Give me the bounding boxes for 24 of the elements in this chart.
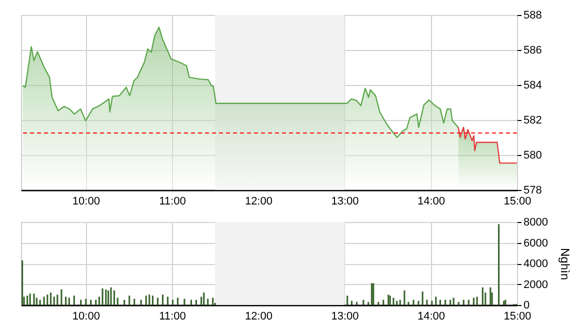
x-tick-label: 12:00 xyxy=(244,310,272,320)
y-tick-label: 580 xyxy=(524,150,542,162)
x-tick-label: 10:00 xyxy=(72,310,100,320)
y-tick-label: 578 xyxy=(524,184,542,196)
y-tick-label: 2000 xyxy=(524,278,548,291)
y-tick-label: 586 xyxy=(524,44,542,56)
x-tick-label: 11:00 xyxy=(159,196,186,208)
y-tick-label: 582 xyxy=(524,114,542,126)
y-tick-label: 8000 xyxy=(524,216,548,228)
y-tick-label: 4000 xyxy=(524,258,548,270)
x-tick-label: 15:00 xyxy=(504,310,532,320)
x-tick-label: 13:00 xyxy=(331,196,359,208)
x-tick-label: 14:00 xyxy=(417,310,446,320)
x-tick-label: 13:00 xyxy=(331,310,359,320)
y-tick-label: 0 xyxy=(524,300,530,312)
y-tick-label: 6000 xyxy=(524,237,548,250)
y-tick-label: 584 xyxy=(524,80,542,92)
x-tick-label: 10:00 xyxy=(72,196,100,208)
y-tick-label: 588 xyxy=(524,10,542,22)
x-tick-label: 12:00 xyxy=(244,196,272,208)
x-tick-label: 14:00 xyxy=(417,196,446,208)
x-tick-label: 11:00 xyxy=(159,310,186,320)
y-axis-title: Nghìn xyxy=(558,248,570,280)
x-tick-label: 15:00 xyxy=(504,196,532,208)
